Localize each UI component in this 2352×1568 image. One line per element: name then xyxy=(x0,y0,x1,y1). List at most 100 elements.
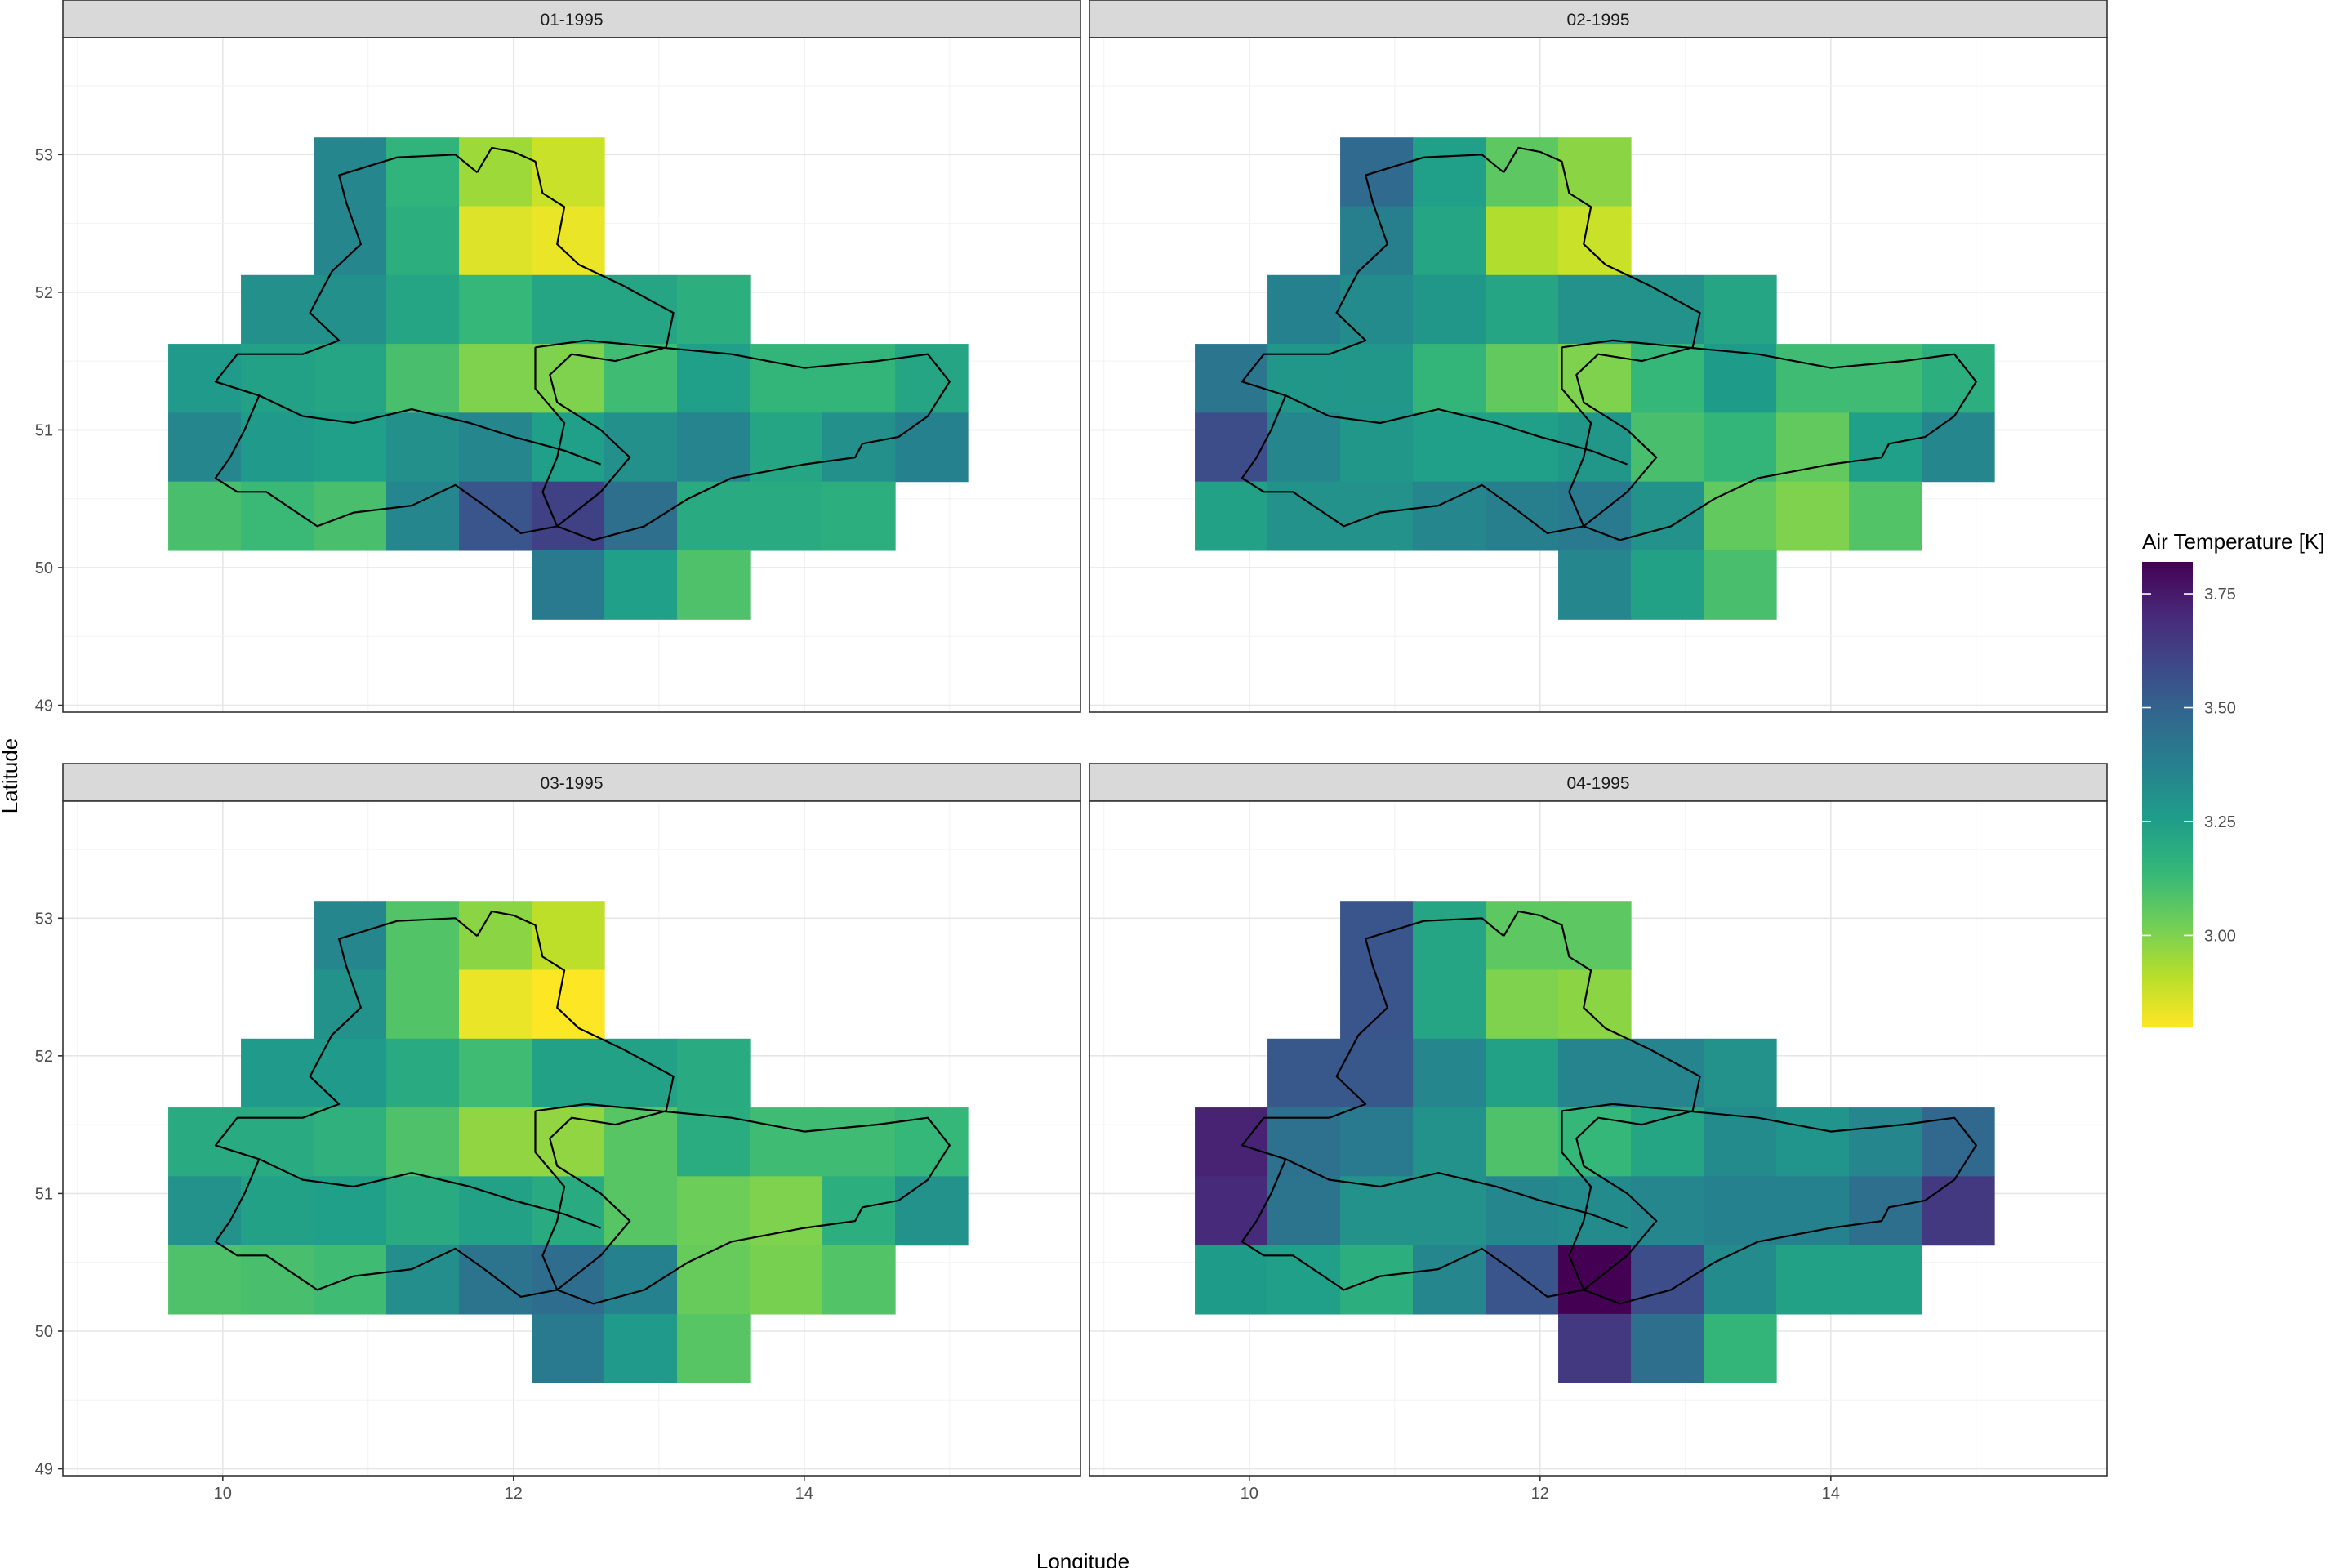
heat-tile xyxy=(1776,1107,1850,1177)
legend-title: Air Temperature [K] xyxy=(2142,529,2325,554)
heat-tile xyxy=(532,206,605,276)
heat-tile xyxy=(314,344,387,413)
heat-tile xyxy=(459,969,532,1040)
strip-01-1995 xyxy=(62,0,1081,38)
heat-tile xyxy=(1849,1245,1922,1315)
heat-tile xyxy=(677,1245,751,1315)
heat-tile xyxy=(1486,1107,1559,1177)
y-axis-title: Latitude xyxy=(0,738,22,814)
heat-tile xyxy=(1849,344,1922,413)
legend-tick-label: 3.25 xyxy=(2204,813,2236,831)
heat-tile xyxy=(241,274,314,345)
region-boundary xyxy=(1241,910,1701,1298)
heat-tile xyxy=(386,901,460,971)
heat-tile xyxy=(1558,1107,1632,1177)
heat-tile xyxy=(1340,1245,1414,1315)
heat-tile xyxy=(1267,1176,1341,1246)
heat-tile xyxy=(1922,1176,1995,1246)
facet-panel-01-1995: 01-1995 49 50 51 52 53 xyxy=(35,0,1081,715)
heat-tile xyxy=(314,1176,387,1246)
panel-border xyxy=(1089,800,2108,1477)
heat-tile xyxy=(1413,1038,1486,1108)
heat-tile xyxy=(604,1038,678,1108)
heat-tile xyxy=(1704,1038,1777,1108)
heat-tile xyxy=(386,1176,460,1246)
x-tick-label: 14 xyxy=(795,1485,813,1503)
heat-tile xyxy=(1486,969,1559,1040)
heat-tile xyxy=(459,206,532,276)
heat-tile xyxy=(895,1107,969,1177)
heat-tile xyxy=(1849,412,1922,483)
heat-tile xyxy=(1340,206,1414,276)
heat-tile xyxy=(822,1176,896,1246)
heat-tile xyxy=(1631,1176,1704,1246)
heat-tile xyxy=(1849,1176,1922,1246)
heat-tile xyxy=(1776,412,1850,483)
heat-tile xyxy=(532,901,605,971)
heat-tile xyxy=(532,1313,605,1383)
heat-tile xyxy=(1776,1176,1850,1246)
heat-tile xyxy=(677,1313,751,1383)
y-tick-label: 52 xyxy=(35,284,53,302)
heat-tile xyxy=(386,1245,460,1315)
strip-03-1995 xyxy=(62,763,1081,802)
heat-tile xyxy=(677,481,751,551)
heat-tile xyxy=(386,1038,460,1108)
heat-tile xyxy=(1195,1107,1268,1177)
heat-tile xyxy=(677,1038,751,1108)
region-boundary xyxy=(1561,339,1977,541)
heat-tile xyxy=(1558,206,1632,276)
heat-tile xyxy=(1413,412,1486,483)
region-boundary xyxy=(1561,1102,1977,1305)
heat-tile xyxy=(459,1107,532,1177)
y-tick-label: 50 xyxy=(35,559,53,577)
heat-tile xyxy=(604,1245,678,1315)
region-boundary xyxy=(1285,1158,1628,1229)
heat-tile xyxy=(1704,550,1777,620)
heat-tile xyxy=(1558,1176,1632,1246)
heat-tile xyxy=(1922,344,1995,413)
heat-tile xyxy=(168,412,242,483)
region-boundary xyxy=(1241,146,1701,534)
heat-tile xyxy=(1486,481,1559,551)
heat-tile xyxy=(1849,481,1922,551)
heat-tile xyxy=(1558,344,1632,413)
legend-tick-label: 3.75 xyxy=(2204,586,2236,604)
heat-tile xyxy=(1340,412,1414,483)
heat-tile xyxy=(1340,1107,1414,1177)
heat-tile xyxy=(1267,344,1341,413)
heat-tile xyxy=(532,137,605,207)
heat-tile xyxy=(750,1107,823,1177)
heat-tile xyxy=(895,344,969,413)
heat-tile xyxy=(314,1245,387,1315)
heat-tile xyxy=(677,412,751,483)
heat-tile xyxy=(1413,901,1486,971)
heat-tile xyxy=(1486,206,1559,276)
heat-tile xyxy=(386,969,460,1040)
heat-tile xyxy=(1704,1107,1777,1177)
heat-tile xyxy=(677,550,751,620)
heat-tile xyxy=(1340,274,1414,345)
heat-tile xyxy=(1340,1038,1414,1108)
heat-tile xyxy=(386,412,460,483)
heat-tile xyxy=(314,969,387,1040)
heat-tile xyxy=(1631,481,1704,551)
y-tick-label: 51 xyxy=(35,421,53,439)
heat-tile xyxy=(314,206,387,276)
heat-tile xyxy=(1340,481,1414,551)
heat-tile xyxy=(1558,1313,1632,1383)
heat-tile xyxy=(168,1245,242,1315)
heat-tile xyxy=(822,344,896,413)
region-boundary xyxy=(1285,394,1628,466)
heat-tile xyxy=(1704,1176,1777,1246)
heat-tile xyxy=(1922,412,1995,483)
heat-tile xyxy=(1486,1245,1559,1315)
heat-tile xyxy=(604,481,678,551)
heat-tile xyxy=(532,550,605,620)
heat-tile xyxy=(677,1107,751,1177)
heat-tile xyxy=(1922,1107,1995,1177)
region-boundary xyxy=(258,1158,601,1229)
y-tick-label: 49 xyxy=(35,697,53,715)
x-axis-title: Longitude xyxy=(1036,1549,1129,1568)
